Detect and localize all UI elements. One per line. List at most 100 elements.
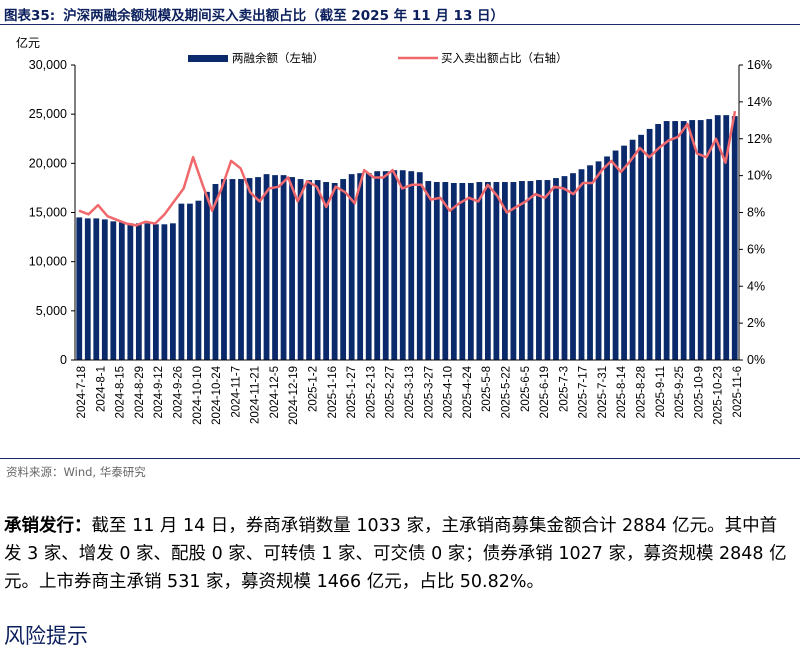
legend: 两融余额（左轴） 买入卖出额占比（右轴）: [188, 51, 568, 65]
x-tick-label: 2025-7-17: [578, 366, 590, 418]
balance-bar: [118, 222, 125, 360]
balance-bar: [280, 175, 287, 360]
right-tick-label: 4%: [747, 279, 765, 293]
balance-bar: [527, 181, 534, 360]
paragraph-lead: 承销发行：: [4, 516, 92, 536]
balance-bar: [127, 223, 134, 360]
balance-bar: [723, 115, 730, 361]
balance-bar: [399, 170, 406, 360]
balance-bars: [76, 115, 738, 361]
balance-bar: [178, 203, 185, 360]
balance-bar: [663, 121, 670, 360]
balance-bar: [84, 218, 91, 360]
balance-bar: [297, 179, 304, 360]
balance-bar: [306, 180, 312, 360]
x-tick-label: 2024-8-1: [95, 366, 107, 412]
x-tick-label: 2025-8-28: [636, 366, 648, 418]
x-tick-label: 2025-1-2: [308, 366, 320, 412]
x-tick-label: 2024-11-21: [250, 366, 262, 424]
right-tick-label: 0%: [747, 353, 765, 367]
x-tick-label: 2025-8-14: [616, 365, 628, 418]
paragraph-body: 截至 11 月 14 日，券商承销数量 1033 家，主承销商募集金额合计 28…: [4, 516, 787, 592]
balance-bar: [476, 182, 483, 360]
x-tick-label: 2024-8-29: [134, 366, 146, 418]
balance-bar: [570, 173, 576, 360]
balance-bar: [536, 180, 542, 360]
balance-bar: [442, 182, 449, 360]
balance-bar: [595, 161, 602, 360]
balance-bar: [212, 183, 219, 360]
x-tick-label: 2024-9-12: [153, 366, 165, 418]
x-tick-label: 2024-9-26: [172, 366, 184, 418]
source-note: 资料来源：Wind, 华泰研究: [6, 465, 146, 479]
balance-bar: [706, 119, 713, 360]
balance-bar: [672, 121, 679, 360]
balance-bar: [459, 183, 466, 360]
balance-bar: [144, 223, 151, 360]
right-tick-label: 16%: [747, 58, 772, 72]
balance-bar: [365, 173, 372, 360]
balance-bar: [408, 171, 415, 360]
balance-bar: [110, 221, 117, 360]
balance-bar: [382, 171, 389, 360]
underwriting-paragraph: 承销发行：截至 11 月 14 日，券商承销数量 1033 家，主承销商募集金额…: [4, 512, 794, 596]
left-tick-label: 15,000: [29, 206, 67, 220]
balance-bar: [604, 156, 610, 360]
balance-bar: [255, 177, 261, 360]
balance-bar: [553, 178, 559, 360]
x-tick-label: 2024-11-7: [230, 366, 242, 418]
balance-bar: [493, 182, 500, 360]
balance-bar: [425, 181, 432, 360]
right-tick-label: 14%: [747, 95, 772, 109]
balance-bar: [450, 183, 457, 360]
x-tick-label: 2025-1-27: [346, 366, 358, 418]
balance-bar: [484, 182, 491, 360]
x-tick-label: 2025-1-16: [327, 366, 339, 418]
balance-bar: [731, 116, 738, 360]
balance-bar: [544, 180, 551, 360]
section-heading-risk: 风险提示: [4, 624, 88, 648]
x-tick-label: 2024-10-10: [192, 366, 204, 425]
balance-bar: [646, 128, 653, 360]
title-divider: [0, 24, 800, 25]
balance-bar: [689, 120, 696, 360]
balance-bar: [323, 182, 330, 360]
balance-bar: [289, 177, 295, 360]
left-tick-label: 10,000: [29, 255, 67, 269]
balance-bar: [204, 191, 210, 360]
balance-bar: [391, 170, 398, 360]
balance-bar: [187, 203, 193, 360]
balance-bar: [638, 134, 644, 360]
left-tick-label: 20,000: [29, 156, 67, 170]
left-tick-label: 5,000: [36, 304, 67, 318]
x-tick-label: 2025-10-9: [693, 366, 705, 418]
balance-bar: [340, 179, 347, 360]
x-tick-label: 2025-4-10: [443, 366, 455, 418]
x-tick-label: 2024-8-15: [115, 366, 127, 418]
balance-bar: [161, 224, 168, 360]
x-axis-labels: 2024-7-18 2024-8-1 2024-8-15 2024-8-29 2024-…: [76, 365, 744, 424]
left-tick-label: 25,000: [29, 107, 67, 121]
balance-bar: [587, 165, 593, 360]
source-divider: [0, 458, 800, 459]
balance-bar: [680, 121, 687, 360]
right-tick-label: 6%: [747, 242, 765, 256]
balance-bar: [578, 169, 585, 360]
balance-bar: [519, 181, 525, 360]
balance-bar: [314, 180, 321, 360]
balance-bar: [612, 150, 619, 360]
x-tick-label: 2024-7-18: [76, 366, 88, 418]
balance-bar: [238, 179, 244, 360]
right-tick-label: 2%: [747, 316, 765, 330]
x-tick-label: 2025-6-5: [520, 366, 532, 412]
balance-bar: [221, 179, 227, 360]
x-tick-label: 2025-2-27: [385, 366, 397, 418]
ratio-line: [78, 110, 737, 227]
x-tick-label: 2025-9-11: [655, 366, 667, 418]
balance-bar: [263, 174, 270, 360]
balance-bar: [561, 176, 568, 360]
x-tick-label: 2025-10-23: [713, 366, 725, 425]
x-tick-label: 2024-12-5: [269, 366, 281, 418]
x-tick-label: 2025-7-31: [597, 366, 609, 418]
balance-bar: [697, 120, 704, 360]
